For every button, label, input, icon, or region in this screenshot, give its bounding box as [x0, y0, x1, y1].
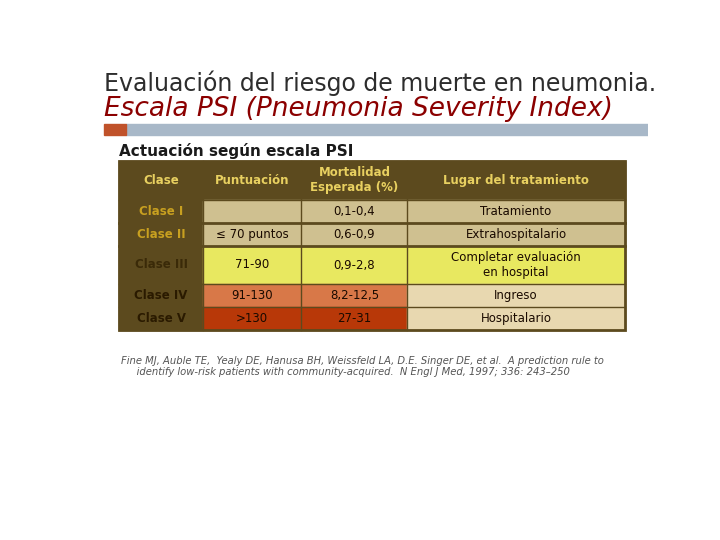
Bar [408, 284, 625, 307]
Bar [120, 284, 203, 307]
Bar [120, 200, 203, 222]
Text: Lugar del tratamiento: Lugar del tratamiento [444, 174, 589, 187]
Bar [120, 161, 625, 330]
Text: Escala PSI (Pneumonia Severity Index): Escala PSI (Pneumonia Severity Index) [104, 96, 613, 122]
Bar [203, 246, 302, 284]
Text: ≤ 70 puntos: ≤ 70 puntos [216, 228, 289, 241]
Text: Clase V: Clase V [137, 313, 186, 326]
Bar [120, 307, 203, 330]
Text: Clase IV: Clase IV [135, 289, 188, 302]
Bar [203, 284, 302, 307]
Text: 0,9-2,8: 0,9-2,8 [333, 259, 375, 272]
Text: Tratamiento: Tratamiento [480, 205, 552, 218]
Text: 27-31: 27-31 [337, 313, 372, 326]
Bar [302, 200, 408, 222]
Bar [408, 200, 625, 222]
Text: Mortalidad
Esperada (%): Mortalidad Esperada (%) [310, 166, 399, 194]
Text: 8,2-12,5: 8,2-12,5 [330, 289, 379, 302]
Text: Clase: Clase [143, 174, 179, 187]
Text: >130: >130 [236, 313, 268, 326]
Bar [203, 307, 302, 330]
Text: 71-90: 71-90 [235, 259, 269, 272]
Bar [408, 222, 625, 246]
Text: Clase II: Clase II [137, 228, 186, 241]
Bar [126, 124, 648, 135]
Text: 0,1-0,4: 0,1-0,4 [333, 205, 375, 218]
Bar [120, 222, 203, 246]
Bar [302, 222, 408, 246]
Text: Actuación según escala PSI: Actuación según escala PSI [120, 143, 354, 159]
Bar [302, 284, 408, 307]
Text: Extrahospitalario: Extrahospitalario [466, 228, 567, 241]
Bar [120, 161, 625, 200]
Bar [302, 307, 408, 330]
Bar [302, 246, 408, 284]
Bar [203, 222, 302, 246]
Bar [104, 124, 126, 135]
Text: Evaluación del riesgo de muerte en neumonia.: Evaluación del riesgo de muerte en neumo… [104, 71, 656, 97]
Text: Ingreso: Ingreso [495, 289, 538, 302]
Bar [203, 200, 302, 222]
Bar [120, 246, 203, 284]
Text: Clase I: Clase I [139, 205, 184, 218]
Text: identify low-risk patients with community-acquired.  N Engl J Med, 1997; 336: 24: identify low-risk patients with communit… [121, 367, 570, 376]
Text: 0,6-0,9: 0,6-0,9 [333, 228, 375, 241]
Text: Completar evaluación
en hospital: Completar evaluación en hospital [451, 251, 581, 279]
Text: Fine MJ, Auble TE,  Yealy DE, Hanusa BH, Weissfeld LA, D.E. Singer DE, et al.  A: Fine MJ, Auble TE, Yealy DE, Hanusa BH, … [121, 356, 604, 366]
Bar [408, 307, 625, 330]
Bar [408, 246, 625, 284]
Text: Clase III: Clase III [135, 259, 188, 272]
Text: 91-130: 91-130 [231, 289, 273, 302]
Text: Puntuación: Puntuación [215, 174, 289, 187]
Text: Hospitalario: Hospitalario [481, 313, 552, 326]
